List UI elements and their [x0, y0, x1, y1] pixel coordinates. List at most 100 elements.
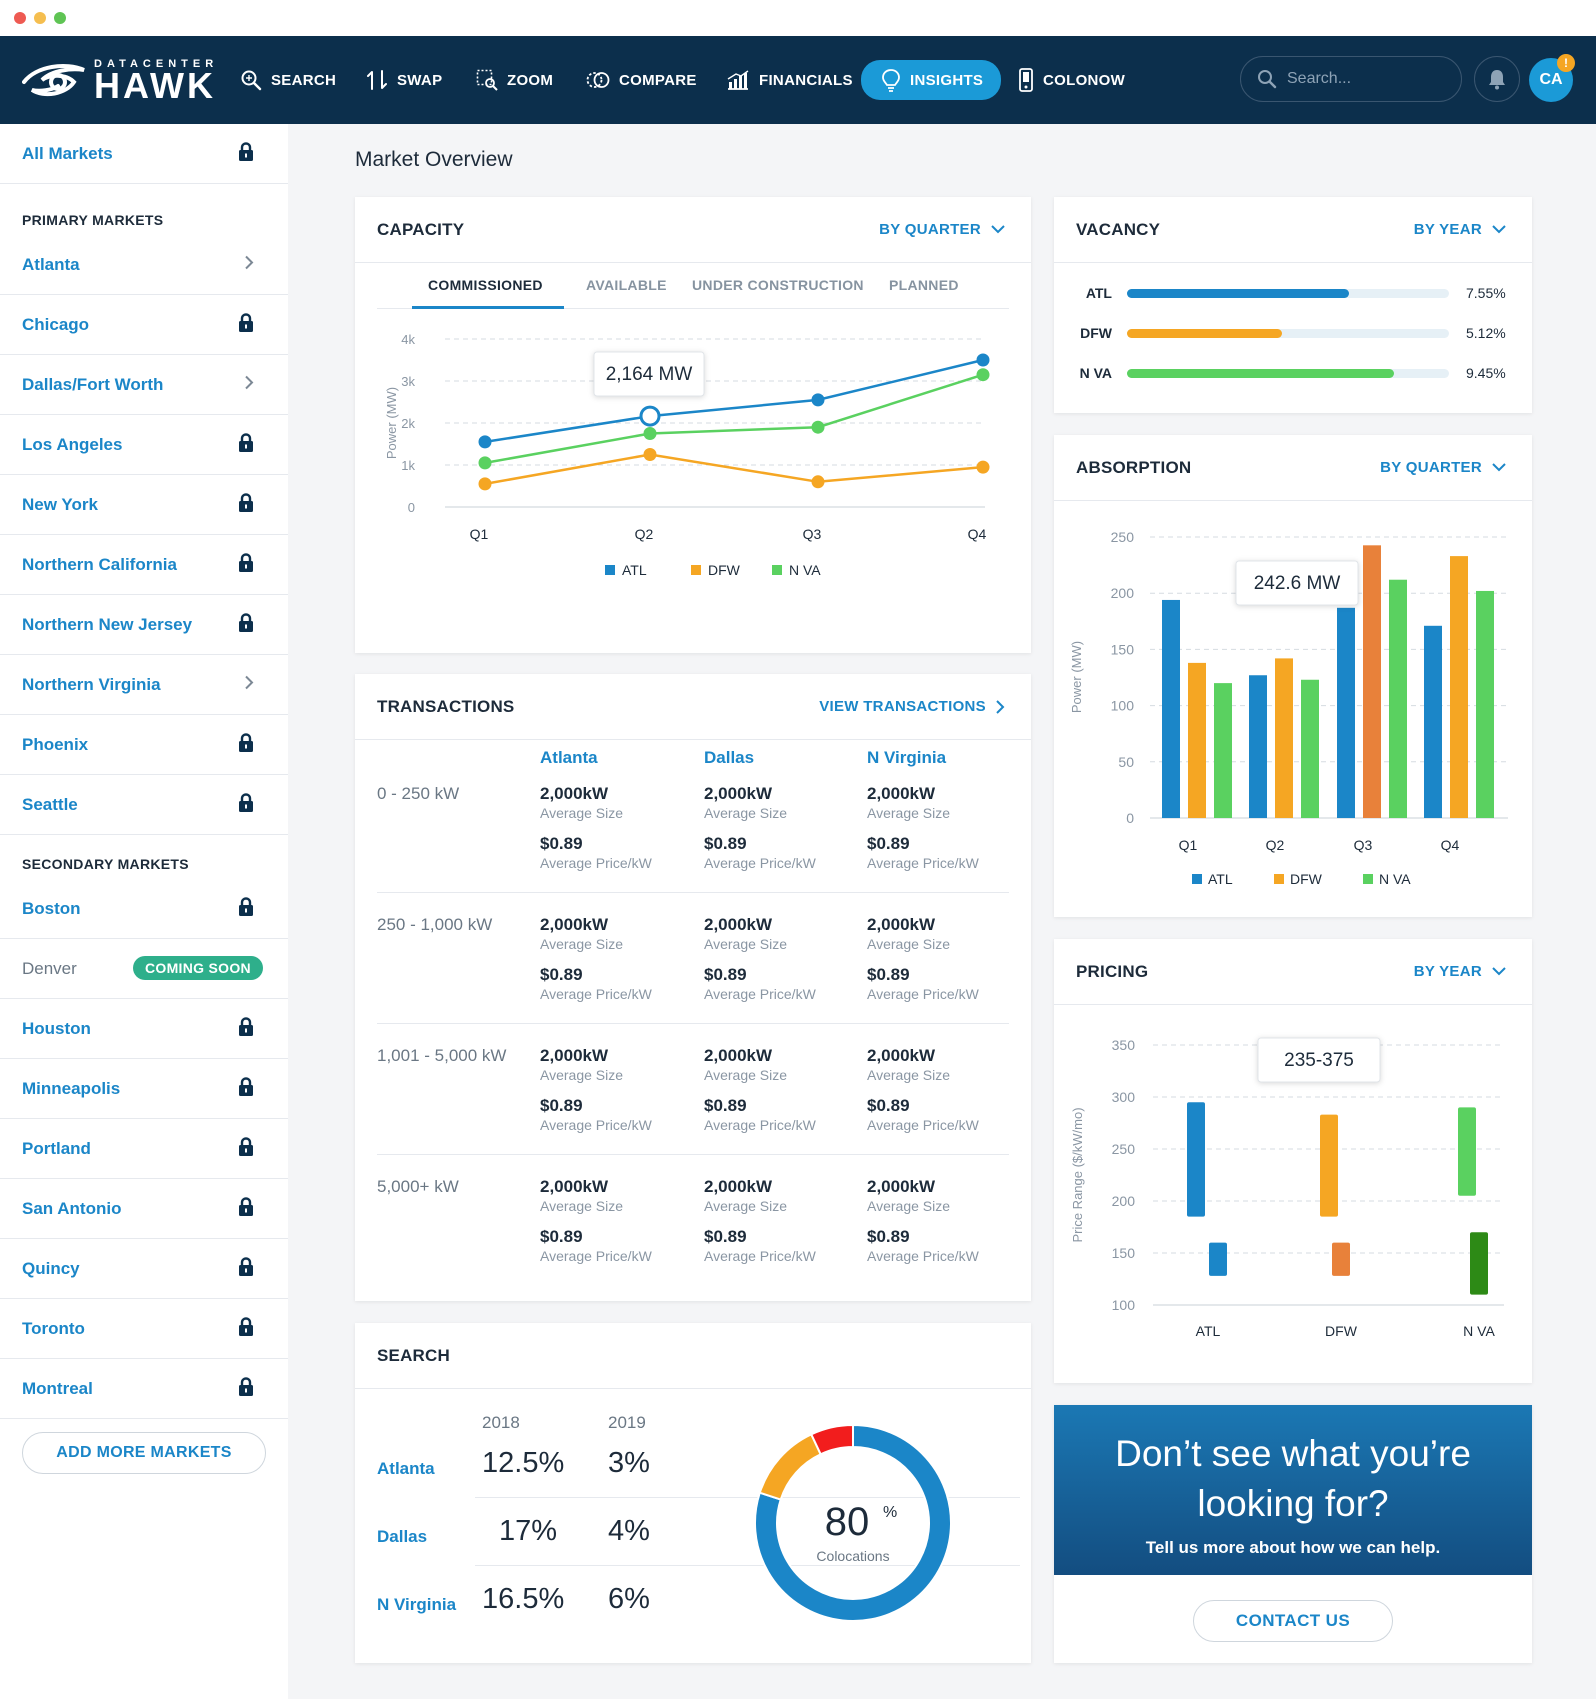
donut-slice — [758, 1432, 822, 1501]
nav-search[interactable]: SEARCH — [240, 62, 336, 98]
vacancy-period-label: BY YEAR — [1413, 221, 1482, 238]
sidebar-item-portland[interactable]: Portland — [0, 1119, 288, 1179]
sidebar-item-dallas-fort-worth[interactable]: Dallas/Fort Worth — [0, 355, 288, 415]
search-value-2019: 4% — [608, 1515, 650, 1547]
datacenter-hawk-logo[interactable]: DATACENTER HAWK — [22, 58, 213, 104]
sidebar-item-boston[interactable]: Boston — [0, 879, 288, 939]
sidebar-item-chicago[interactable]: Chicago — [0, 295, 288, 355]
lock-icon — [238, 792, 254, 817]
sidebar-item-label: Denver — [22, 958, 77, 978]
tx-average-price-label: Average Price/kW — [540, 1117, 652, 1133]
year-2019-header: 2019 — [608, 1413, 646, 1432]
tx-average-price: $0.89 — [704, 965, 747, 984]
donut-slice — [809, 1423, 854, 1456]
data-point — [811, 393, 825, 407]
legend-swatch — [605, 565, 615, 575]
legend-label: ATL — [1208, 871, 1233, 887]
contact-us-button[interactable]: CONTACT US — [1193, 1600, 1393, 1642]
lock-icon — [238, 1196, 254, 1221]
vacancy-period-dropdown[interactable]: BY YEAR — [1414, 221, 1506, 238]
minimize-window-button[interactable] — [34, 12, 46, 24]
capacity-period-label: BY QUARTER — [879, 221, 981, 238]
sidebar-item-toronto[interactable]: Toronto — [0, 1299, 288, 1359]
tx-average-size-label: Average Size — [704, 1067, 788, 1083]
lock-icon — [238, 896, 254, 921]
active-tab-indicator — [412, 306, 564, 309]
sidebar-item-northern-california[interactable]: Northern California — [0, 535, 288, 595]
sidebar-item-los-angeles[interactable]: Los Angeles — [0, 415, 288, 475]
sidebar-item-label: Portland — [22, 1138, 91, 1158]
global-search[interactable] — [1240, 56, 1462, 102]
price-range-bar — [1320, 1114, 1338, 1217]
pricing-tooltip: 235-375 — [1257, 1037, 1381, 1083]
nav-compare[interactable]: COMPARE — [586, 62, 697, 98]
sidebar-item-label: Toronto — [22, 1318, 85, 1338]
bar — [1363, 545, 1381, 818]
nav-financials[interactable]: FINANCIALS — [726, 62, 853, 98]
nav-insights[interactable]: INSIGHTS — [861, 60, 1002, 100]
donut-unit: % — [883, 1504, 897, 1521]
sidebar-item-new-york[interactable]: New York — [0, 475, 288, 535]
pricing-card-header: PRICING BY YEAR — [1054, 939, 1532, 1005]
pricing-range-chart: 100 150 200 250 300 350 Price Range ($/kW/mo) A… — [1070, 1037, 1504, 1339]
sidebar-item-minneapolis[interactable]: Minneapolis — [0, 1059, 288, 1119]
tx-average-price-label: Average Price/kW — [867, 986, 979, 1002]
nav-colonow[interactable]: COLONOW — [1018, 62, 1125, 98]
global-search-input[interactable] — [1287, 70, 1447, 88]
sidebar-item-quincy[interactable]: Quincy — [0, 1239, 288, 1299]
capacity-period-dropdown[interactable]: BY QUARTER — [879, 221, 1005, 238]
tx-average-size-label: Average Size — [867, 1067, 951, 1083]
tab-available[interactable]: AVAILABLE — [586, 277, 667, 293]
markets-sidebar: All Markets PRIMARY MARKETS Atlanta Chica… — [0, 124, 288, 1699]
sidebar-item-northern-virginia[interactable]: Northern Virginia — [0, 655, 288, 715]
sidebar-item-northern-new-jersey[interactable]: Northern New Jersey — [0, 595, 288, 655]
user-avatar[interactable]: CA — [1529, 58, 1573, 102]
tab-planned[interactable]: PLANNED — [889, 277, 959, 293]
price-range-bar — [1209, 1242, 1227, 1276]
bar — [1275, 658, 1293, 818]
tx-row-divider — [377, 1023, 1009, 1024]
cta-heading: Don’t see what you’re looking for? — [1054, 1429, 1532, 1529]
sidebar-item-seattle[interactable]: Seattle — [0, 775, 288, 835]
absorption-period-dropdown[interactable]: BY QUARTER — [1380, 459, 1506, 476]
tx-row-divider — [377, 892, 1009, 893]
nav-insights-label: INSIGHTS — [910, 71, 984, 89]
x-tick-label: Q4 — [968, 526, 987, 542]
absorption-card: ABSORPTION BY QUARTER 0 50 100 150 200 250 Pow… — [1054, 435, 1532, 917]
tab-under-construction[interactable]: UNDER CONSTRUCTION — [692, 277, 864, 293]
sidebar-item-houston[interactable]: Houston — [0, 999, 288, 1059]
tx-average-size: 2,000kW — [867, 1046, 936, 1065]
view-transactions-link[interactable]: VIEW TRANSACTIONS — [819, 698, 1005, 715]
maximize-window-button[interactable] — [54, 12, 66, 24]
cta-subtitle: Tell us more about how we can help. — [1145, 1538, 1441, 1557]
sidebar-item-phoenix[interactable]: Phoenix — [0, 715, 288, 775]
x-tick-label: Q1 — [1179, 837, 1198, 853]
pricing-period-dropdown[interactable]: BY YEAR — [1414, 963, 1506, 980]
sidebar-item-label: Montreal — [22, 1378, 93, 1398]
y-axis-label: Price Range ($/kW/mo) — [1070, 1107, 1085, 1242]
tab-commissioned[interactable]: COMMISSIONED — [428, 277, 543, 293]
price-range-bar — [1187, 1102, 1205, 1217]
series-line-dfw — [484, 453, 984, 486]
search-icon — [241, 70, 262, 91]
sidebar-item-san-antonio[interactable]: San Antonio — [0, 1179, 288, 1239]
tooltip-text: 235-375 — [1284, 1050, 1354, 1071]
cta-banner: Don’t see what you’re looking for? Tell … — [1054, 1405, 1532, 1575]
vacancy-bar-fill — [1127, 369, 1395, 378]
tx-column-header: N Virginia — [867, 748, 947, 767]
nav-swap[interactable]: SWAP — [366, 62, 442, 98]
add-more-markets-button[interactable]: ADD MORE MARKETS — [22, 1432, 266, 1474]
pricing-card: PRICING BY YEAR 100 150 200 250 300 350 Price … — [1054, 939, 1532, 1383]
notifications-button[interactable] — [1474, 56, 1520, 102]
sidebar-item-atlanta[interactable]: Atlanta — [0, 235, 288, 295]
close-window-button[interactable] — [14, 12, 26, 24]
sidebar-item-all-markets[interactable]: All Markets — [0, 124, 288, 184]
chevron-down-icon — [1492, 463, 1506, 472]
nav-zoom[interactable]: ZOOM — [476, 62, 553, 98]
bar — [1337, 607, 1355, 818]
capacity-tooltip: 2,164 MW — [593, 351, 705, 397]
y-tick-label: 250 — [1111, 529, 1135, 545]
sidebar-item-montreal[interactable]: Montreal — [0, 1359, 288, 1419]
coming-soon-badge: COMING SOON — [133, 956, 263, 980]
view-transactions-label: VIEW TRANSACTIONS — [819, 698, 986, 715]
